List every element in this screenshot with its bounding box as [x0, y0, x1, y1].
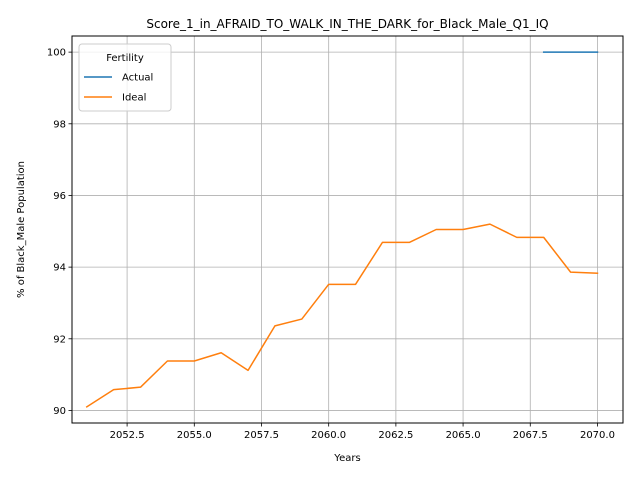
legend-entries: Actual Ideal — [84, 73, 153, 104]
legend: Fertility Actual Ideal — [78, 43, 172, 112]
x-tick-label: 2070.0 — [580, 430, 615, 441]
y-tick-label: 94 — [53, 263, 66, 274]
grid-lines — [72, 36, 623, 423]
series-layer — [85, 51, 599, 408]
x-tick-label: 2065.0 — [446, 430, 481, 441]
legend-label-actual: Actual — [122, 73, 153, 84]
x-tick-label: 2057.5 — [244, 430, 279, 441]
y-axis-label: % of Black_Male Population — [16, 161, 27, 298]
legend-box — [78, 43, 172, 112]
x-tick-label: 2055.0 — [177, 430, 212, 441]
axes-frame — [71, 35, 624, 424]
y-axis-ticks: 90 92 94 96 98 100 — [47, 48, 72, 417]
legend-title: Fertility — [106, 53, 144, 64]
x-axis-ticks: 2052.5 2055.0 2057.5 2060.0 2062.5 2065.0 2067… — [110, 423, 615, 441]
y-tick-label: 98 — [53, 119, 66, 130]
x-tick-label: 2062.5 — [378, 430, 413, 441]
x-axis-label: Years — [333, 453, 360, 464]
chart-title: Score_1_in_AFRAID_TO_WALK_IN_THE_DARK_fo… — [146, 17, 548, 31]
x-tick-label: 2060.0 — [311, 430, 346, 441]
y-tick-label: 90 — [53, 406, 66, 417]
legend-label-ideal: Ideal — [122, 93, 146, 104]
y-tick-label: 100 — [47, 48, 66, 59]
y-tick-label: 92 — [53, 334, 66, 345]
x-tick-label: 2052.5 — [110, 430, 145, 441]
x-tick-label: 2067.5 — [513, 430, 548, 441]
series-line-ideal — [85, 223, 599, 408]
y-tick-label: 96 — [53, 191, 66, 202]
